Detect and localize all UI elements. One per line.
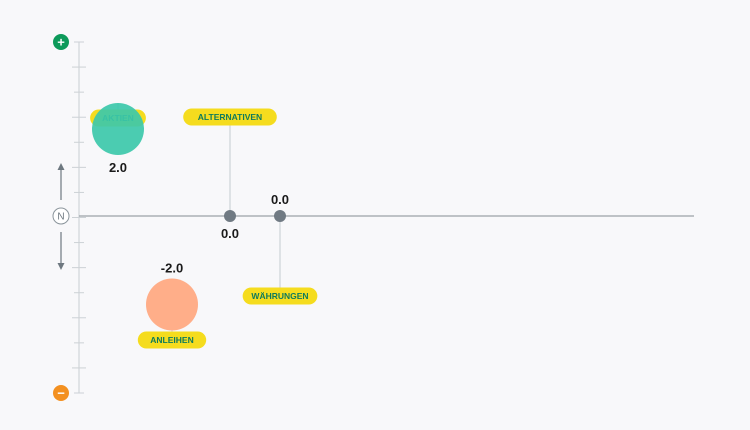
neutral-label: N bbox=[57, 212, 64, 223]
alternativen-tag-label: ALTERNATIVEN bbox=[198, 112, 262, 122]
aktien-value-label: 2.0 bbox=[109, 160, 127, 175]
minus-icon bbox=[53, 385, 69, 401]
w-hrungen-tag bbox=[242, 287, 318, 305]
anleihen-point bbox=[146, 278, 198, 331]
plus-icon-symbol: + bbox=[57, 35, 65, 50]
alternativen-value-label: 0.0 bbox=[221, 226, 239, 241]
up-arrowhead-icon bbox=[57, 163, 65, 170]
anleihen-tag-label: ANLEIHEN bbox=[150, 335, 193, 345]
neutral-marker bbox=[52, 207, 70, 225]
alternativen-tag bbox=[183, 108, 277, 126]
w-hrungen-tag-label: WÄHRUNGEN bbox=[251, 291, 308, 301]
anleihen-value-label: -2.0 bbox=[161, 261, 183, 276]
anleihen-tag bbox=[137, 331, 207, 349]
w-hrungen-point bbox=[274, 210, 286, 222]
w-hrungen-value-label: 0.0 bbox=[271, 192, 289, 207]
minus-icon-symbol: − bbox=[57, 386, 65, 401]
alternativen-point bbox=[224, 210, 236, 222]
aktien-point bbox=[92, 103, 144, 155]
down-arrowhead-icon bbox=[57, 263, 65, 270]
plus-icon bbox=[53, 34, 69, 50]
